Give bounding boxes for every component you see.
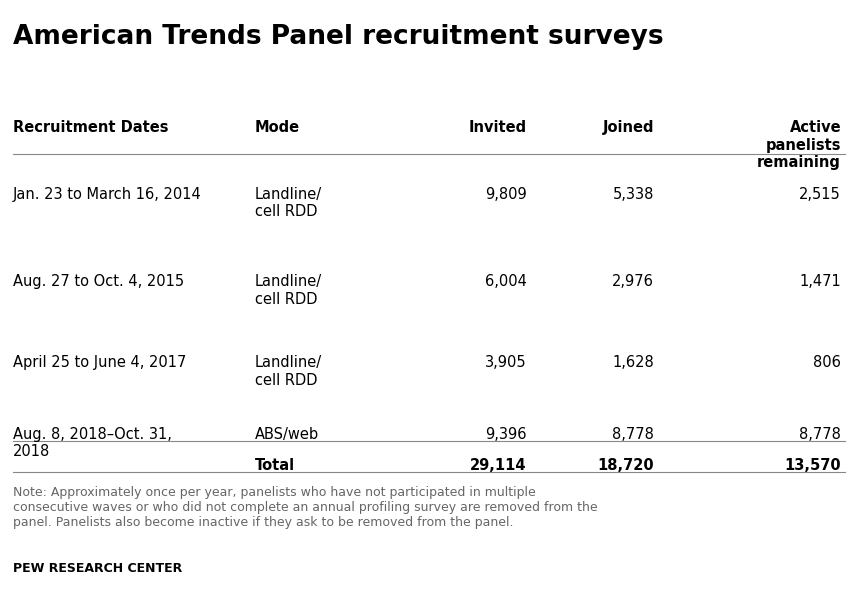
Text: American Trends Panel recruitment surveys: American Trends Panel recruitment survey… [13,25,663,51]
Text: 5,338: 5,338 [613,187,654,202]
Text: 9,396: 9,396 [486,427,527,442]
Text: 18,720: 18,720 [597,458,654,473]
Text: Joined: Joined [602,120,654,135]
Text: 13,570: 13,570 [784,458,841,473]
Text: ABS/web: ABS/web [255,427,319,442]
Text: 29,114: 29,114 [470,458,527,473]
Text: Aug. 8, 2018–Oct. 31,
2018: Aug. 8, 2018–Oct. 31, 2018 [13,427,172,459]
Text: Aug. 27 to Oct. 4, 2015: Aug. 27 to Oct. 4, 2015 [13,274,184,289]
Text: Total: Total [255,458,295,473]
Text: Landline/
cell RDD: Landline/ cell RDD [255,187,322,220]
Text: Jan. 23 to March 16, 2014: Jan. 23 to March 16, 2014 [13,187,202,202]
Text: 2,515: 2,515 [800,187,841,202]
Text: 3,905: 3,905 [485,356,527,370]
Text: 806: 806 [813,356,841,370]
Text: 6,004: 6,004 [485,274,527,289]
Text: 8,778: 8,778 [799,427,841,442]
Text: Mode: Mode [255,120,300,135]
Text: 1,628: 1,628 [613,356,654,370]
Text: 1,471: 1,471 [800,274,841,289]
Text: Note: Approximately once per year, panelists who have not participated in multip: Note: Approximately once per year, panel… [13,486,597,529]
Text: 8,778: 8,778 [613,427,654,442]
Text: 2,976: 2,976 [613,274,654,289]
Text: Landline/
cell RDD: Landline/ cell RDD [255,274,322,307]
Text: 9,809: 9,809 [485,187,527,202]
Text: Active
panelists
remaining: Active panelists remaining [758,120,841,170]
Text: Recruitment Dates: Recruitment Dates [13,120,168,135]
Text: PEW RESEARCH CENTER: PEW RESEARCH CENTER [13,561,182,575]
Text: April 25 to June 4, 2017: April 25 to June 4, 2017 [13,356,186,370]
Text: Landline/
cell RDD: Landline/ cell RDD [255,356,322,388]
Text: Invited: Invited [468,120,527,135]
